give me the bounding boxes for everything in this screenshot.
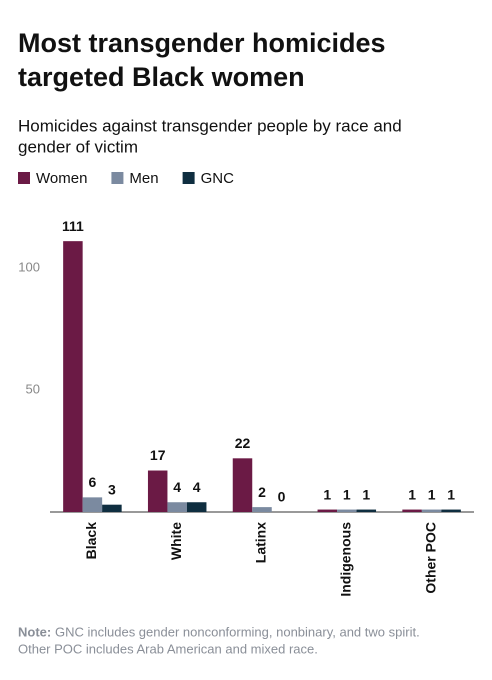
legend-label: Women (36, 170, 87, 187)
bar (252, 507, 272, 512)
data-label: 0 (278, 489, 286, 505)
subtitle: gender of victim (18, 137, 138, 156)
legend-swatch (111, 172, 124, 184)
data-label: 4 (193, 479, 201, 495)
data-label: 111 (62, 218, 84, 234)
bar (421, 509, 442, 512)
legend-label: Men (129, 170, 158, 187)
subtitle: Homicides against transgender people by … (18, 116, 402, 135)
x-tick-label: Other POC (422, 522, 438, 594)
data-label: 1 (447, 486, 455, 502)
x-tick-label: Black (83, 522, 99, 560)
data-label: 17 (150, 447, 166, 463)
bar (232, 458, 253, 512)
legend-swatch (182, 172, 195, 184)
data-label: 4 (173, 479, 181, 495)
data-label: 2 (258, 484, 266, 500)
data-label: 1 (323, 486, 331, 502)
bar (317, 509, 338, 512)
y-tick-label: 100 (18, 259, 40, 274)
legend-swatch (18, 172, 30, 184)
data-label: 6 (89, 474, 97, 490)
note-label: Note: (18, 624, 51, 639)
x-tick-label: Latinx (253, 522, 269, 563)
note: GNC includes gender nonconforming, nonbi… (55, 624, 420, 639)
data-label: 22 (235, 435, 251, 451)
chart-title: targeted Black women (18, 62, 305, 92)
data-label: 1 (408, 486, 416, 502)
bar (167, 502, 187, 512)
x-tick-label: White (168, 522, 184, 560)
x-tick-label: Indigenous (338, 522, 354, 597)
y-tick-label: 50 (26, 381, 40, 396)
chart-title: Most transgender homicides (18, 28, 386, 58)
note: Other POC includes Arab American and mix… (18, 641, 318, 656)
bar (82, 497, 103, 512)
legend-label: GNC (201, 170, 235, 187)
bar (441, 509, 461, 512)
bar (186, 502, 207, 512)
data-label: 1 (362, 486, 370, 502)
data-label: 3 (108, 481, 116, 497)
bar (337, 509, 357, 512)
bar (63, 241, 83, 512)
bar (147, 470, 168, 512)
data-label: 1 (343, 486, 351, 502)
bar (356, 509, 377, 512)
data-label: 1 (428, 486, 436, 502)
bar (102, 504, 122, 512)
bar (402, 509, 422, 512)
